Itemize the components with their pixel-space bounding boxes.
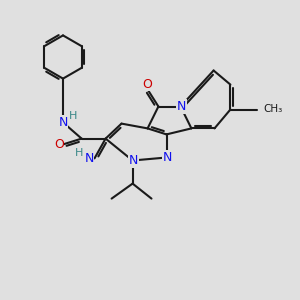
Text: N: N xyxy=(176,100,186,113)
Text: N: N xyxy=(58,116,68,129)
Text: H: H xyxy=(75,148,83,158)
Text: N: N xyxy=(84,152,94,165)
Text: N: N xyxy=(162,151,172,164)
Text: O: O xyxy=(142,77,152,91)
Text: N: N xyxy=(128,154,138,167)
Text: O: O xyxy=(54,138,64,151)
Text: CH₃: CH₃ xyxy=(263,104,282,115)
Text: H: H xyxy=(68,111,77,121)
